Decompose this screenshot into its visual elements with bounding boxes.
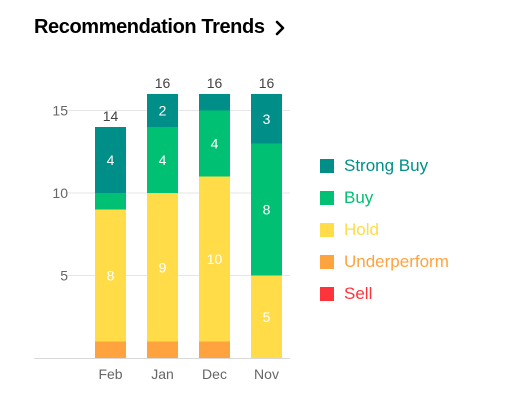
segment-value-label: 2: [159, 103, 167, 119]
bar-total-label: 14: [103, 108, 119, 124]
bar-total-label: 16: [155, 75, 171, 91]
bar-segment-hold[interactable]: [95, 209, 126, 342]
bar-segment-underperform[interactable]: [199, 341, 230, 359]
segment-value-label: 4: [159, 152, 167, 168]
bar-segment-buy[interactable]: [199, 110, 230, 177]
legend-item-strong-buy[interactable]: Strong Buy: [320, 150, 449, 182]
y-tick-label: 15: [52, 103, 68, 119]
legend-swatch: [320, 255, 334, 269]
bar-segment-underperform[interactable]: [95, 341, 126, 359]
legend-label: Buy: [344, 188, 374, 207]
x-tick-label: Nov: [254, 366, 279, 382]
bar-segment-strong-buy[interactable]: [95, 127, 126, 193]
bar-total-label: 16: [259, 75, 275, 91]
legend-label: Underperform: [344, 252, 449, 271]
bar-segment-strong-buy[interactable]: [251, 94, 282, 144]
legend-swatch: [320, 159, 334, 173]
y-tick-label: 10: [52, 185, 68, 201]
legend-label: Strong Buy: [344, 156, 429, 175]
bar-segment-buy[interactable]: [147, 127, 178, 193]
chart-legend: Strong Buy Buy Hold Underperform Sell: [320, 150, 449, 310]
y-tick-label: 5: [60, 268, 68, 284]
legend-swatch: [320, 223, 334, 237]
segment-value-label: 4: [107, 152, 115, 168]
bar-total-label: 16: [207, 75, 223, 91]
segment-value-label: 5: [263, 309, 271, 325]
legend-swatch: [320, 287, 334, 301]
bar-segment-buy[interactable]: [251, 143, 282, 276]
segment-value-label: 9: [159, 259, 167, 275]
segment-value-label: 3: [263, 111, 271, 127]
legend-label: Hold: [344, 220, 379, 239]
bar-segment-buy[interactable]: [95, 193, 126, 210]
x-tick-label: Feb: [98, 366, 122, 382]
legend-item-underperform[interactable]: Underperform: [320, 246, 449, 278]
legend-item-buy[interactable]: Buy: [320, 182, 449, 214]
bar-segment-underperform[interactable]: [147, 341, 178, 359]
chart-title: Recommendation Trends: [34, 16, 265, 38]
recommendation-trends-header[interactable]: Recommendation Trends: [34, 16, 285, 39]
segment-value-label: 10: [207, 251, 223, 267]
chevron-right-icon: [275, 20, 284, 35]
bar-segment-hold[interactable]: [199, 176, 230, 342]
x-tick-label: Jan: [151, 366, 174, 382]
segment-value-label: 4: [211, 136, 219, 152]
x-tick-label: Dec: [202, 366, 227, 382]
bar-segment-strong-buy[interactable]: [147, 94, 178, 127]
bar-segment-strong-buy[interactable]: [199, 94, 230, 111]
legend-swatch: [320, 191, 334, 205]
legend-item-hold[interactable]: Hold: [320, 214, 449, 246]
bar-segment-hold[interactable]: [147, 193, 178, 342]
bar-segment-hold[interactable]: [251, 275, 282, 359]
segment-value-label: 8: [107, 268, 115, 284]
legend-label: Sell: [344, 284, 373, 303]
legend-item-sell[interactable]: Sell: [320, 278, 449, 310]
segment-value-label: 8: [263, 202, 271, 218]
